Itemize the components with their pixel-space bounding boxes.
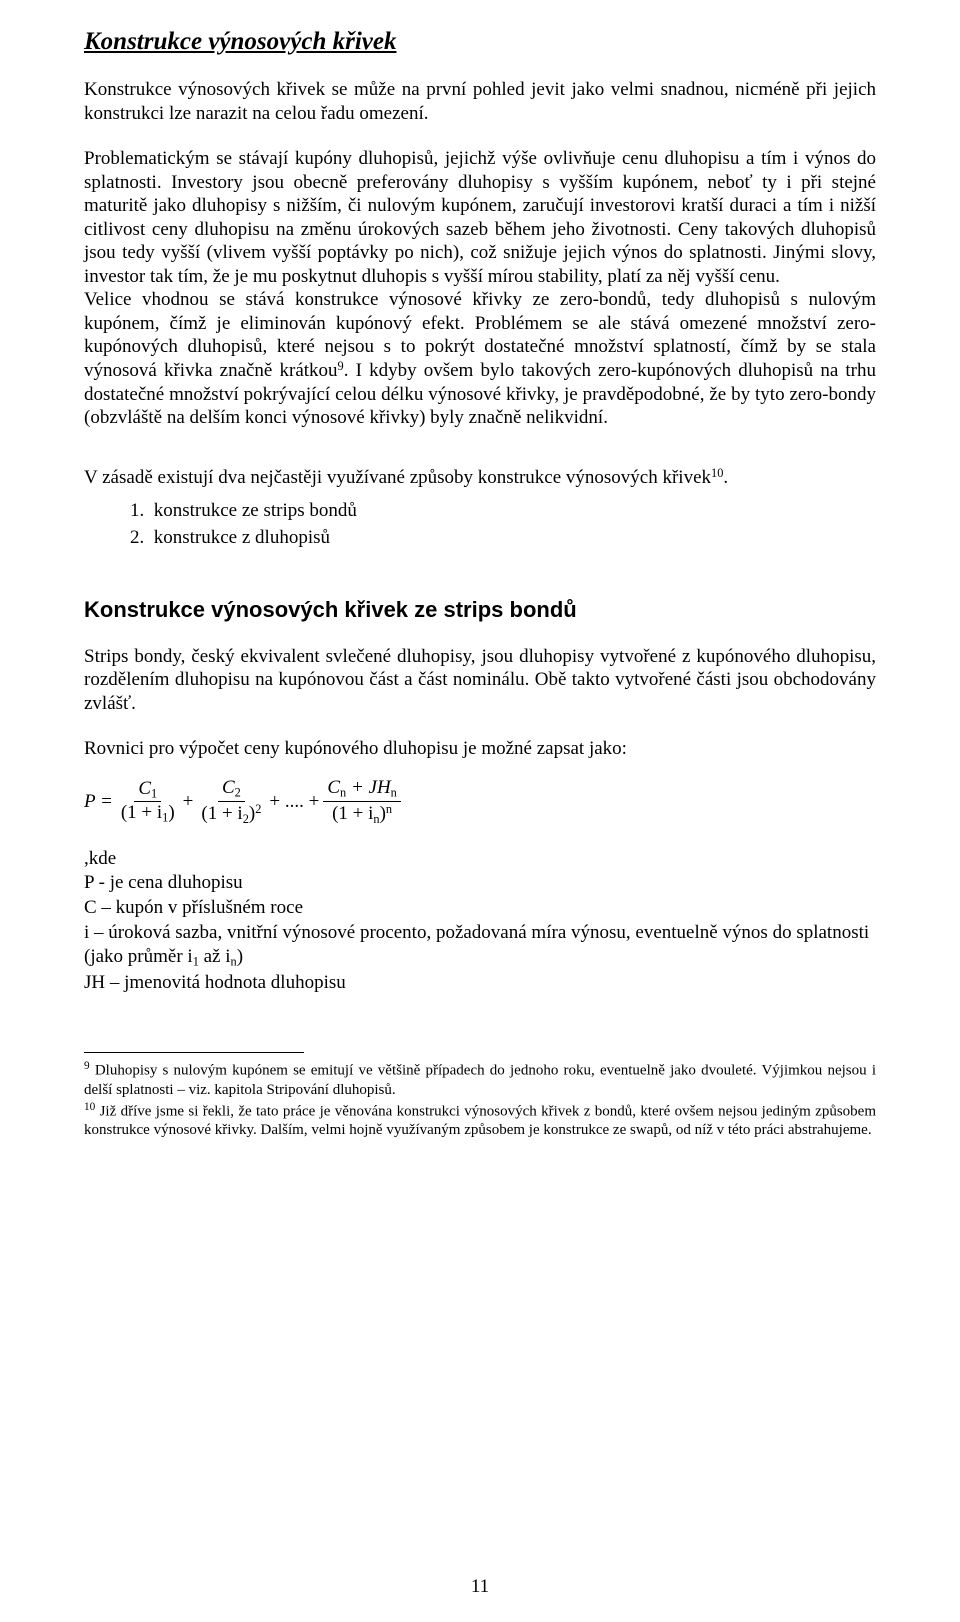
def-line: P - je cena dluhopisu: [84, 871, 876, 895]
text: Problematickým se stávají kupóny dluhopi…: [84, 148, 876, 287]
text: ): [237, 946, 243, 967]
def-line: i – úroková sazba, vnitřní výnosové proc…: [84, 921, 876, 970]
eq-lhs: P =: [84, 791, 113, 813]
list-item: 2. konstrukce z dluhopisů: [130, 525, 876, 551]
list-text: konstrukce z dluhopisů: [154, 527, 330, 548]
operator: + .... +: [269, 791, 319, 813]
eq-text: (1 + i: [121, 802, 162, 823]
fraction: Cn + JHn (1 + in)n: [323, 777, 401, 827]
ordered-list: 1. konstrukce ze strips bondů 2. konstru…: [84, 498, 876, 551]
list-item: 1. konstrukce ze strips bondů: [130, 498, 876, 524]
eq-sup: 2: [255, 802, 261, 816]
list-number: 2.: [130, 527, 144, 548]
list-text: konstrukce ze strips bondů: [154, 500, 357, 521]
text: až i: [199, 946, 231, 967]
section-heading: Konstrukce výnosových křivek ze strips b…: [84, 597, 876, 623]
paragraph: V zásadě existují dva nejčastěji využíva…: [84, 466, 876, 490]
eq-symbol: C: [138, 778, 151, 799]
document-page: Konstrukce výnosových křivek Konstrukce …: [0, 0, 960, 1622]
footnote-ref: 10: [711, 466, 723, 480]
text: .: [723, 467, 728, 488]
eq-sub: n: [391, 786, 397, 800]
eq-symbol: + JH: [346, 777, 390, 798]
eq-sub: 1: [151, 786, 157, 800]
footnote-text: Dluhopisy s nulovým kupónem se emitují v…: [84, 1063, 876, 1098]
paragraph: Rovnici pro výpočet ceny kupónového dluh…: [84, 737, 876, 761]
fraction: C1 (1 + i1): [117, 778, 179, 826]
paragraph: Strips bondy, český ekvivalent svlečené …: [84, 645, 876, 716]
page-title: Konstrukce výnosových křivek: [84, 28, 876, 56]
def-line: JH – jmenovitá hodnota dluhopisu: [84, 971, 876, 995]
paragraph: Konstrukce výnosových křivek se může na …: [84, 78, 876, 125]
footnote-number: 10: [84, 1101, 95, 1113]
footnote: 10 Již dříve jsme si řekli, že tato prác…: [84, 1100, 876, 1140]
operator: +: [183, 791, 194, 813]
paragraph: Problematickým se stávají kupóny dluhopi…: [84, 147, 876, 430]
eq-symbol: C: [222, 777, 235, 798]
list-number: 1.: [130, 500, 144, 521]
footnote-separator: [84, 1052, 304, 1053]
eq-text: ): [168, 802, 174, 823]
footnote: 9 Dluhopisy s nulovým kupónem se emitují…: [84, 1059, 876, 1099]
definition-list: ,kde P - je cena dluhopisu C – kupón v p…: [84, 847, 876, 995]
eq-sup: n: [386, 802, 392, 816]
text: V zásadě existují dva nejčastěji využíva…: [84, 467, 711, 488]
eq-text: (1 + i: [201, 803, 242, 824]
eq-text: (1 + i: [332, 803, 373, 824]
eq-symbol: C: [327, 777, 340, 798]
eq-sub: 2: [235, 786, 241, 800]
def-line: C – kupón v příslušném roce: [84, 896, 876, 920]
page-number: 11: [0, 1576, 960, 1598]
footnote-text: Již dříve jsme si řekli, že tato práce j…: [84, 1103, 876, 1138]
fraction: C2 (1 + i2)2: [197, 777, 265, 827]
def-line: ,kde: [84, 847, 876, 871]
spacer: [84, 438, 876, 466]
equation: P = C1 (1 + i1) + C2 (1 + i2)2 + .... + …: [84, 777, 876, 827]
